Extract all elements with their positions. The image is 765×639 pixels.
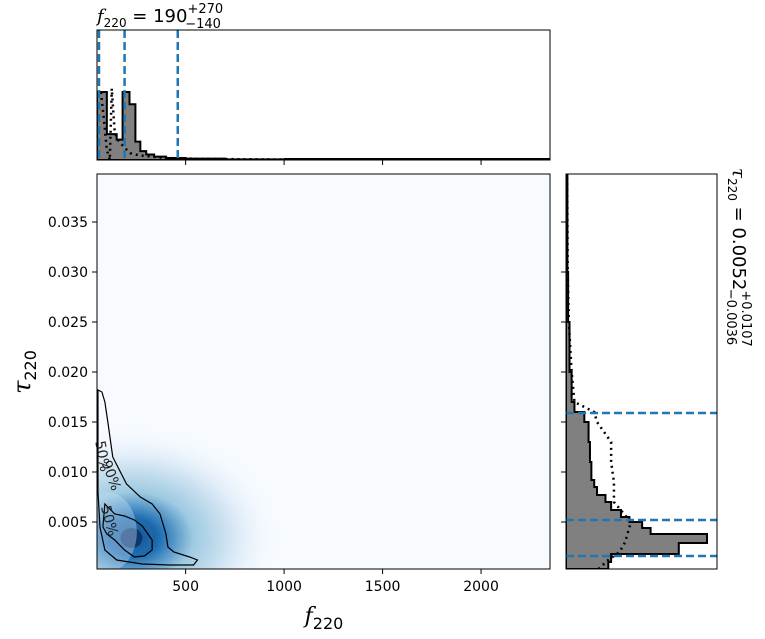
joint-ytick-label-2: 0.015 [48, 415, 88, 431]
right-title-low: −0.0036 [723, 289, 738, 345]
top-title-sup: +270 [187, 2, 223, 17]
right-histogram-bars [566, 174, 708, 569]
top-title-sub: 220 [104, 16, 127, 30]
right-y-ticks [561, 221, 566, 523]
joint-xtick-label-3: 2000 [463, 579, 499, 595]
top-title-value: = 190 [127, 6, 188, 27]
right-title-main: τ [728, 168, 749, 179]
right-title: τ220 = 0.0052+0.0107−0.0036 [723, 168, 753, 347]
contour-label-2: 50% [97, 504, 121, 538]
joint-ytick-label-5: 0.030 [48, 265, 88, 281]
joint-contours [97, 389, 199, 566]
y-axis-label: τ220 [8, 350, 40, 394]
joint-ytick-label-4: 0.025 [48, 315, 88, 331]
top-prior-curve [99, 88, 550, 160]
top-prior-line [99, 88, 550, 160]
joint-xtick-label-0: 500 [172, 579, 199, 595]
top-marginal-panel: f220 = 190+270 −140 [95, 2, 551, 165]
top-panel-frame [96, 29, 551, 161]
right-panel-frame [565, 173, 718, 570]
density-left-lobe [97, 492, 137, 569]
joint-ytick-label-1: 0.010 [48, 465, 88, 481]
top-panel-frame-bg [97, 30, 550, 160]
x-axis-label-sub: 220 [313, 614, 344, 633]
top-x-ticks [185, 160, 482, 165]
joint-ytick-label-6: 0.035 [48, 215, 88, 231]
joint-y-ticks: 0.005 0.010 0.015 0.020 0.025 0.030 0.035 [48, 215, 97, 531]
joint-density [97, 427, 284, 569]
joint-ytick-label-3: 0.020 [48, 365, 88, 381]
joint-xtick-label-1: 1000 [266, 579, 302, 595]
y-axis-label-sub: 220 [21, 350, 40, 381]
density-core [120, 528, 143, 548]
contour-50 [102, 502, 153, 558]
right-quantile-lines [566, 411, 717, 558]
top-histogram-bars [97, 91, 286, 160]
right-histogram [566, 174, 708, 569]
contour-90 [97, 389, 199, 566]
right-title-value: = 0.0052 [728, 201, 749, 291]
right-title-sup: +0.0107 [738, 290, 753, 346]
joint-ytick-label-0: 0.005 [48, 515, 88, 531]
joint-frame [96, 173, 551, 570]
top-quantile-lines [97, 30, 180, 160]
joint-panel: 90%50%50% 500 1000 1500 2000 0.0050.0100.01… [8, 173, 551, 633]
joint-x-ticks: 500 1000 1500 2000 [172, 569, 499, 595]
x-axis-label: f220 [303, 604, 344, 633]
top-title: f220 = 190+270 −140 [95, 2, 223, 32]
y-axis-label-main: τ [8, 380, 36, 394]
right-title-sub: 220 [725, 178, 739, 201]
joint-xtick-label-2: 1500 [365, 579, 401, 595]
right-marginal-panel: τ220 = 0.0052+0.0107−0.0036 [561, 168, 753, 570]
top-title-low: −140 [185, 17, 221, 32]
